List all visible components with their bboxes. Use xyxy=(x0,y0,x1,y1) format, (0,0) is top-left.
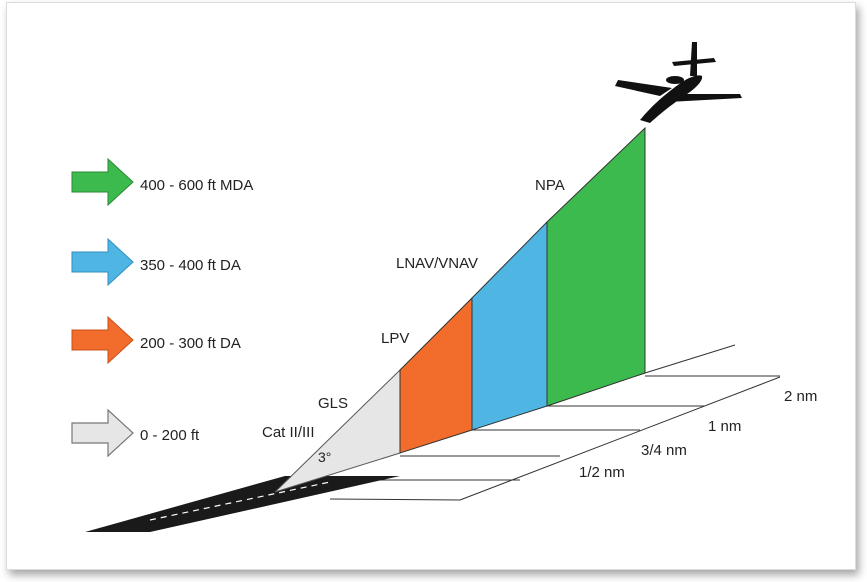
blue-arrow-icon xyxy=(71,237,134,287)
green-arrow-icon xyxy=(71,157,134,207)
legend-label-low: 0 - 200 ft xyxy=(140,427,200,444)
legend-label-da-high: 350 - 400 ft DA xyxy=(140,257,241,274)
label-glide-angle: 3° xyxy=(318,449,331,465)
label-one-nm: 1 nm xyxy=(708,418,741,435)
legend-item-da-high: 350 - 400 ft DA xyxy=(71,237,241,287)
panel-lnav-vnav xyxy=(471,220,548,431)
panel-lpv xyxy=(399,296,473,454)
runway xyxy=(85,476,400,532)
label-lnav-vnav: LNAV/VNAV xyxy=(396,255,478,272)
approach-panels xyxy=(274,126,646,493)
legend-item-low: 0 - 200 ft xyxy=(71,408,200,458)
label-lpv: LPV xyxy=(381,330,409,347)
label-npa: NPA xyxy=(535,177,565,194)
aircraft-icon xyxy=(615,42,742,123)
orange-arrow-icon xyxy=(71,315,134,365)
label-half-nm: 1/2 nm xyxy=(579,464,625,481)
gray-arrow-icon xyxy=(71,408,134,458)
legend-item-da-low: 200 - 300 ft DA xyxy=(71,315,241,365)
legend-item-mda: 400 - 600 ft MDA xyxy=(71,157,253,207)
legend-label-da-low: 200 - 300 ft DA xyxy=(140,335,241,352)
label-cat: Cat II/III xyxy=(262,424,315,441)
label-gls: GLS xyxy=(318,395,348,412)
label-two-nm: 2 nm xyxy=(784,388,817,405)
panel-npa xyxy=(546,126,646,407)
legend-label-mda: 400 - 600 ft MDA xyxy=(140,177,253,194)
label-three-quarter-nm: 3/4 nm xyxy=(641,442,687,459)
